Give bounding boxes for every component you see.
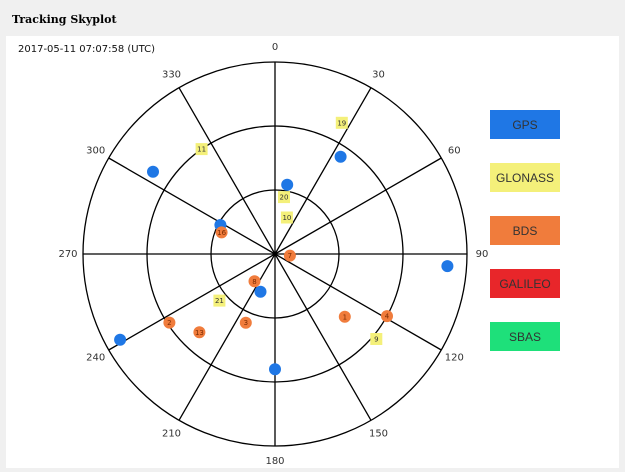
satellite-marker	[338, 310, 351, 323]
azimuth-spoke-120	[274, 253, 442, 351]
satellite-marker	[334, 150, 347, 163]
satellite-bds-7: 7	[283, 249, 296, 262]
satellite-marker	[163, 316, 176, 329]
panel-title: Tracking Skyplot	[12, 13, 117, 26]
satellite-marker	[370, 333, 383, 345]
satellite-gps-0	[281, 178, 294, 191]
azimuth-spoke-210	[178, 253, 276, 421]
satellite-glonass-21: 21	[213, 294, 226, 307]
satellite-marker	[195, 143, 208, 156]
satellite-bds-3: 3	[239, 316, 252, 329]
satellite-glonass-19: 19	[335, 116, 348, 129]
azimuth-spoke-240	[108, 253, 276, 351]
satellite-prn-label: 11	[197, 146, 206, 154]
satellite-marker	[281, 178, 294, 191]
satellite-bds-2: 2	[163, 316, 176, 329]
satellite-gps-5	[254, 285, 267, 298]
azimuth-label-150: 150	[369, 428, 388, 439]
azimuth-label-30: 30	[372, 70, 385, 81]
azimuth-label-180: 180	[265, 456, 284, 467]
satellite-bds-1: 1	[338, 310, 351, 323]
satellite-glonass-11: 11	[195, 143, 208, 156]
satellite-prn-label: 16	[217, 229, 226, 237]
satellite-bds-13: 13	[193, 326, 206, 339]
satellite-gps-1	[334, 150, 347, 163]
azimuth-spoke-300	[108, 157, 276, 255]
satellite-bds-8: 8	[248, 275, 261, 288]
azimuth-label-330: 330	[162, 70, 181, 81]
satellite-marker	[193, 326, 206, 339]
legend-item-galileo: GALILEO	[490, 269, 560, 298]
satellite-gps-7	[114, 333, 127, 346]
satellite-gps-6	[269, 363, 281, 376]
satellite-prn-label: 3	[244, 319, 248, 327]
satellite-marker	[239, 316, 252, 329]
satellite-bds-4: 4	[381, 310, 393, 323]
satellite-prn-label: 8	[252, 278, 256, 286]
azimuth-spoke-30	[274, 87, 372, 255]
azimuth-label-270: 270	[58, 249, 77, 260]
satellite-marker	[381, 310, 393, 323]
satellite-marker	[213, 294, 226, 307]
legend-item-bds: BDS	[490, 216, 560, 245]
satellite-gps-2	[147, 165, 159, 178]
legend: GPS GLONASS BDS GALILEO SBAS	[490, 110, 560, 375]
satellite-gps-4	[441, 260, 454, 273]
satellite-bds-16: 16	[215, 226, 228, 239]
azimuth-spoke-60	[274, 157, 442, 255]
satellite-prn-label: 21	[215, 297, 224, 305]
satellite-marker	[147, 165, 159, 178]
azimuth-label-0: 0	[272, 42, 278, 53]
satellite-prn-label: 19	[337, 119, 346, 127]
satellite-marker	[278, 191, 290, 204]
satellite-prn-label: 13	[195, 329, 204, 337]
satellite-prn-label: 10	[282, 214, 291, 222]
azimuth-label-210: 210	[162, 428, 181, 439]
satellite-prn-label: 9	[374, 336, 378, 344]
azimuth-label-120: 120	[445, 353, 464, 364]
satellite-marker	[335, 116, 348, 129]
azimuth-label-240: 240	[86, 353, 105, 364]
satellite-prn-label: 1	[343, 313, 347, 321]
satellite-marker	[280, 211, 293, 224]
legend-item-glonass: GLONASS	[490, 163, 560, 192]
azimuth-label-90: 90	[476, 249, 489, 260]
satellite-marker	[269, 363, 281, 376]
satellite-marker	[114, 333, 127, 346]
legend-item-gps: GPS	[490, 110, 560, 139]
satellite-glonass-20: 20	[278, 191, 290, 204]
azimuth-spoke-150	[274, 253, 372, 421]
satellite-marker	[215, 226, 228, 239]
satellite-prn-label: 20	[280, 194, 289, 202]
legend-item-sbas: SBAS	[490, 322, 560, 351]
timestamp: 2017-05-11 07:07:58 (UTC)	[18, 44, 156, 55]
satellite-prn-label: 2	[167, 319, 171, 327]
satellite-glonass-9: 9	[370, 333, 383, 345]
skyplot-panel	[6, 36, 619, 468]
satellite-glonass-10: 10	[280, 211, 293, 224]
satellite-prn-label: 4	[385, 313, 390, 321]
satellite-marker	[441, 260, 454, 273]
azimuth-label-60: 60	[448, 146, 461, 157]
satellite-prn-label: 7	[288, 252, 292, 260]
azimuth-spoke-330	[178, 87, 276, 255]
satellite-marker	[248, 275, 261, 288]
satellite-marker	[283, 249, 296, 262]
satellite-marker	[254, 285, 267, 298]
azimuth-label-300: 300	[86, 146, 105, 157]
